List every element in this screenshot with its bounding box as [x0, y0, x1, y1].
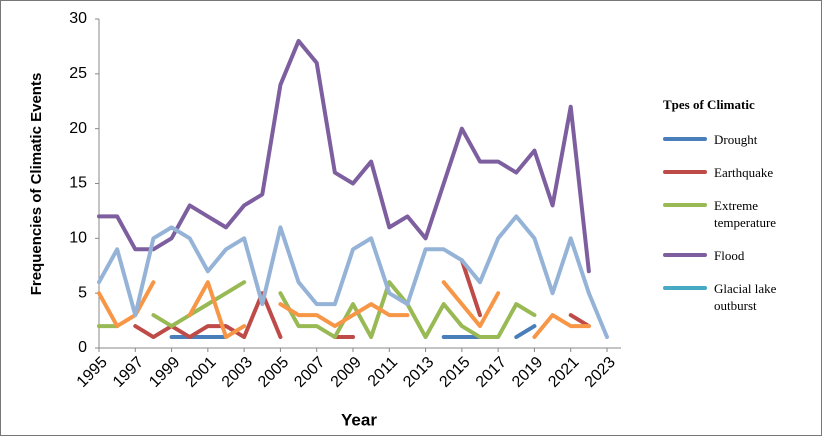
y-axis-label: Frequencies of Climatic Events — [28, 73, 45, 296]
legend-swatch — [663, 170, 707, 174]
x-tick-label: 1995 — [74, 354, 111, 391]
y-tick-label: 20 — [69, 120, 87, 137]
x-tick-label: 2009 — [328, 354, 365, 391]
legend-swatch — [663, 203, 707, 207]
legend-entry: Flood — [663, 247, 813, 264]
x-tick-label: 1999 — [146, 354, 183, 391]
x-tick-label: 2015 — [436, 354, 473, 391]
legend-entry: Glacial lake outburst — [663, 280, 813, 314]
y-tick-label: 0 — [78, 339, 87, 356]
legend-label: Extreme temperature — [714, 198, 777, 230]
x-tick-label: 2013 — [400, 354, 437, 391]
legend-entry: Drought — [663, 131, 813, 148]
legend-swatch — [663, 253, 707, 257]
x-tick-label: 2011 — [365, 354, 401, 390]
x-tick-label: 2005 — [255, 354, 292, 391]
y-tick-label: 15 — [69, 175, 87, 192]
series-line — [97, 280, 591, 340]
y-tick-label: 10 — [69, 230, 87, 247]
legend-label: Earthquake — [714, 165, 774, 180]
legend-label: Flood — [714, 248, 745, 263]
y-tick-label: 25 — [69, 65, 87, 82]
x-tick-label: 1997 — [110, 354, 147, 391]
x-tick-label: 2007 — [291, 354, 328, 391]
series-line — [97, 38, 591, 274]
x-tick-label: 2003 — [219, 354, 256, 391]
legend-swatch — [663, 286, 707, 290]
x-tick-label: 2019 — [509, 354, 546, 391]
y-tick-label: 30 — [69, 10, 87, 27]
legend-label: Drought — [714, 132, 758, 147]
legend-swatch — [663, 137, 707, 141]
series-line — [133, 258, 591, 340]
legend-entry: Extreme temperature — [663, 197, 813, 231]
x-axis-label: Year — [341, 410, 377, 429]
y-tick-label: 5 — [78, 284, 87, 301]
x-tick-label: 2017 — [473, 354, 510, 391]
legend-entry: Earthquake — [663, 164, 813, 181]
series-line — [169, 324, 537, 340]
legend-label: Glacial lake outburst — [714, 281, 777, 313]
legend: Tpes of Climatic Drought Earthquake Extrem… — [663, 97, 813, 330]
legend-title: Tpes of Climatic — [663, 97, 755, 112]
series-line — [97, 214, 609, 340]
x-tick-label: 2001 — [182, 354, 219, 391]
x-tick-label: 2021 — [545, 354, 582, 391]
x-tick-label: 2023 — [582, 354, 619, 391]
